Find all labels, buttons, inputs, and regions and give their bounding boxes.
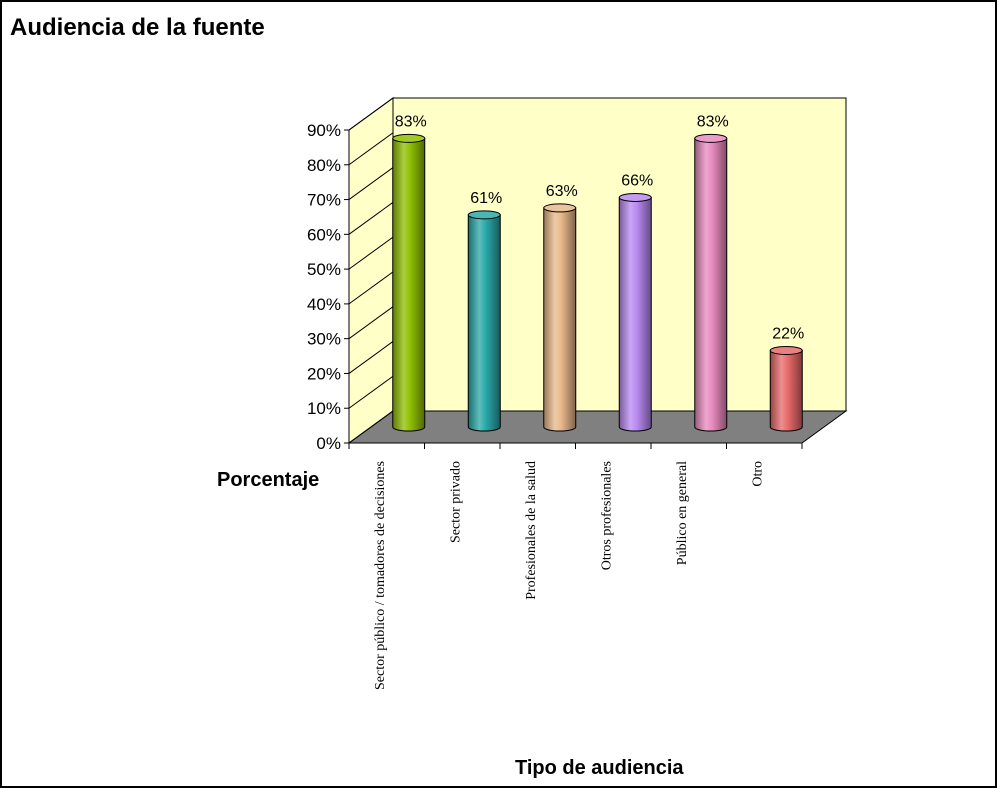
y-tick-label: 0% bbox=[316, 434, 341, 453]
y-tick-label: 30% bbox=[307, 330, 341, 349]
chart-title: Audiencia de la fuente bbox=[10, 14, 265, 41]
bar-top-4 bbox=[618, 192, 652, 202]
bar-5 bbox=[694, 137, 728, 432]
y-tick-depth-line bbox=[348, 97, 394, 131]
data-label: 22% bbox=[772, 325, 804, 342]
y-tick-label: 20% bbox=[307, 364, 341, 383]
y-tick-depth-line bbox=[348, 341, 394, 374]
bar-top-3 bbox=[543, 203, 577, 213]
y-tick-depth-line bbox=[348, 167, 394, 200]
bar-top-2 bbox=[467, 210, 501, 220]
x-axis-label: Tipo de audiencia bbox=[515, 757, 684, 779]
data-label: 61% bbox=[470, 190, 502, 207]
y-tick-label: 40% bbox=[307, 295, 341, 314]
data-label: 63% bbox=[546, 183, 578, 200]
data-label: 83% bbox=[697, 113, 729, 130]
x-tick-label: Sector público / tomadores de decisiones bbox=[373, 461, 388, 690]
y-tick-depth-line bbox=[348, 375, 394, 409]
data-label: 66% bbox=[621, 172, 653, 189]
bar-3 bbox=[543, 207, 577, 432]
y-tick-depth-line bbox=[348, 236, 394, 270]
x-tick-label: Sector privado bbox=[448, 461, 463, 543]
bar-6 bbox=[769, 349, 803, 432]
bar-top-1 bbox=[392, 133, 426, 143]
y-tick-depth-line bbox=[348, 271, 394, 305]
bar-1 bbox=[392, 137, 426, 432]
bar-top-5 bbox=[694, 133, 728, 143]
y-tick-label: 50% bbox=[307, 260, 341, 279]
y-tick-label: 80% bbox=[307, 156, 341, 175]
y-tick-depth-line bbox=[348, 132, 394, 166]
x-tick-label: Público en general bbox=[675, 461, 690, 565]
chart-side-wall bbox=[348, 97, 394, 444]
bar-2 bbox=[467, 214, 501, 432]
bar-top-6 bbox=[769, 345, 803, 355]
y-tick-label: 10% bbox=[307, 399, 341, 418]
y-tick-label: 70% bbox=[307, 191, 341, 210]
x-tick-label: Otros profesionales bbox=[599, 461, 614, 570]
y-tick-depth-line bbox=[348, 306, 394, 340]
bar-4 bbox=[618, 196, 652, 432]
data-label: 83% bbox=[395, 113, 427, 130]
x-tick-label: Profesionales de la salud bbox=[524, 461, 539, 600]
y-tick-depth-line bbox=[348, 410, 394, 444]
y-axis-label: Porcentaje bbox=[217, 469, 320, 491]
y-tick-label: 60% bbox=[307, 225, 341, 244]
x-tick-label: Otro bbox=[750, 461, 765, 487]
y-tick-depth-line bbox=[348, 201, 394, 235]
y-tick-label: 90% bbox=[307, 121, 341, 140]
